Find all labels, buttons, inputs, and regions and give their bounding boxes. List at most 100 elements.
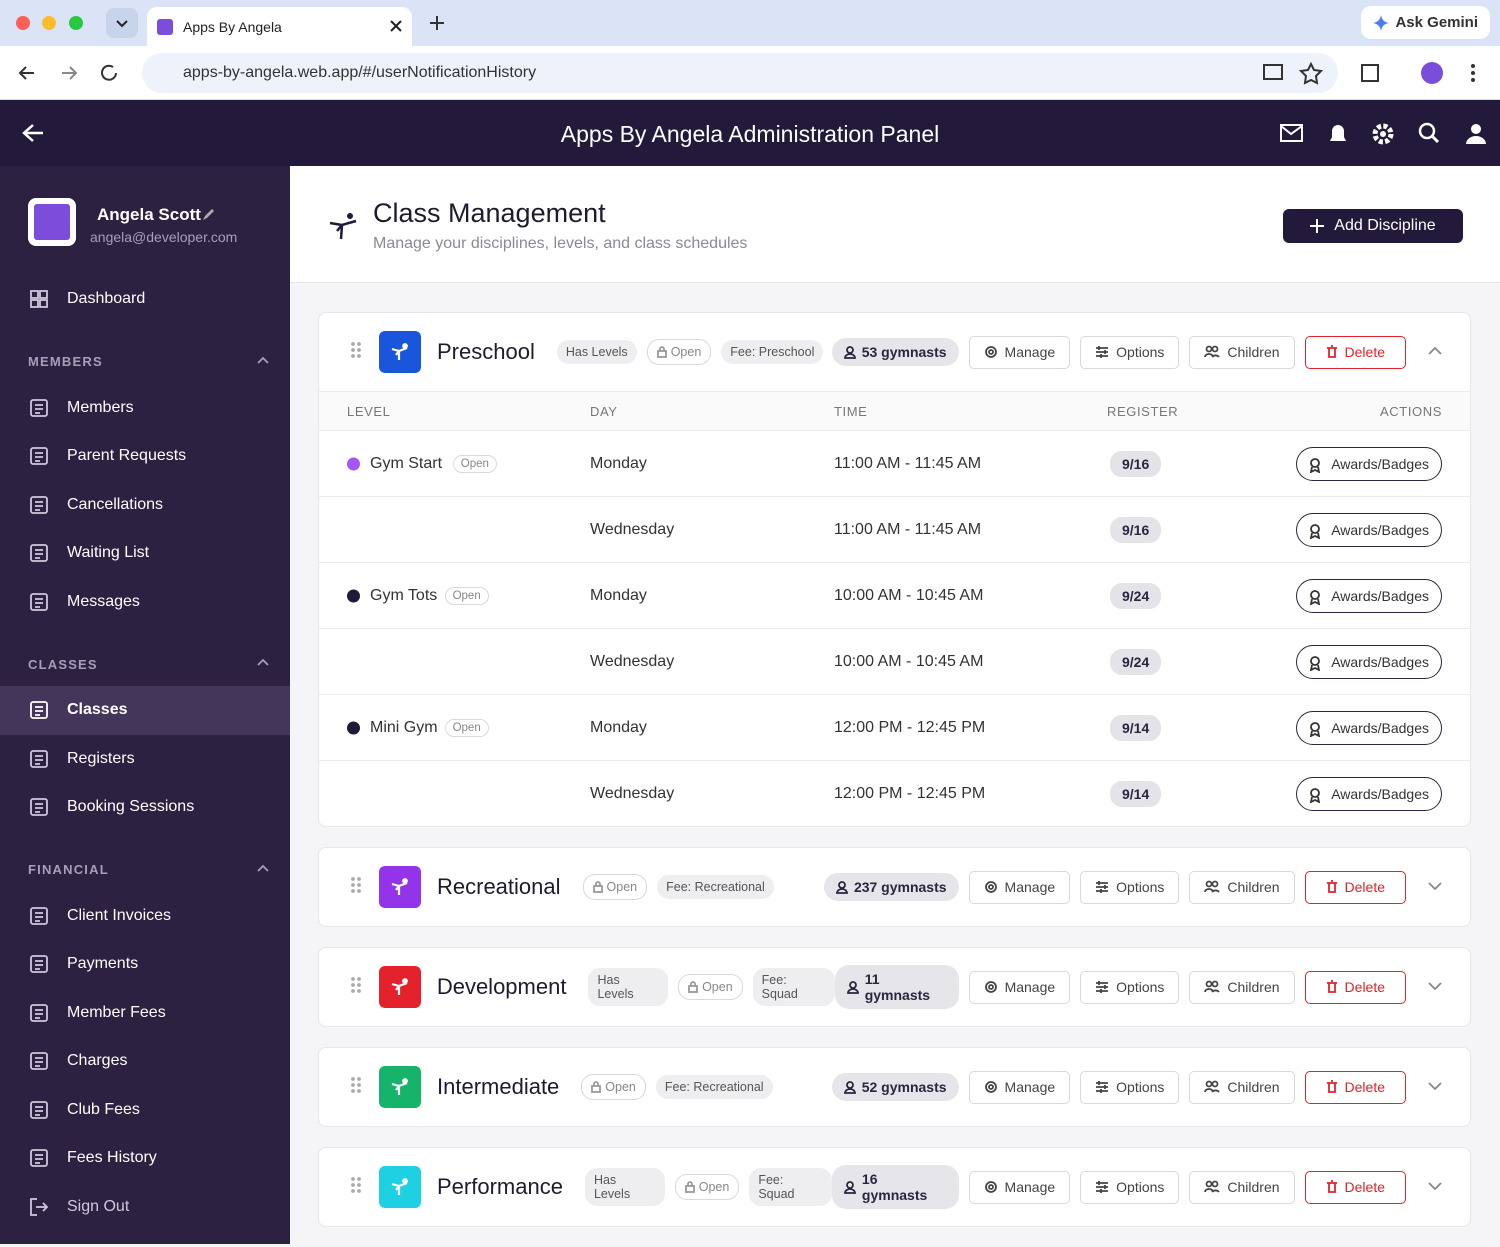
add-discipline-button[interactable]: Add Discipline bbox=[1283, 209, 1463, 243]
nav-item[interactable]: Club Fees bbox=[0, 1086, 290, 1135]
expand-toggle[interactable] bbox=[1428, 343, 1442, 361]
nav-section-header[interactable]: FINANCIAL bbox=[0, 848, 290, 892]
delete-button[interactable]: Delete bbox=[1304, 970, 1407, 1004]
nav-list: Dashboard MEMBERS Members Parent Requests Ca… bbox=[0, 275, 290, 1216]
page-icon bbox=[329, 213, 357, 240]
nav-item[interactable]: Members bbox=[0, 384, 290, 433]
manage-button[interactable]: Manage bbox=[968, 1070, 1071, 1104]
nav-item[interactable]: Messages bbox=[0, 578, 290, 627]
edit-icon[interactable] bbox=[202, 208, 215, 221]
children-icon bbox=[1204, 345, 1221, 358]
schedule-row: Wednesday 11:00 AM - 11:45 AM 9/16 Awards/B… bbox=[319, 496, 1470, 562]
nav-section-header[interactable]: CLASSES bbox=[0, 642, 290, 686]
manage-button[interactable]: Manage bbox=[968, 335, 1071, 369]
nav-section-header[interactable]: MEMBERS bbox=[0, 340, 290, 384]
options-button[interactable]: Options bbox=[1080, 970, 1180, 1004]
nav-item-text: Payments bbox=[67, 955, 139, 973]
children-button[interactable]: Children bbox=[1189, 870, 1295, 904]
gymnast-count-text: 52 gymnasts bbox=[861, 1079, 947, 1095]
schedule-row: Wednesday 12:00 PM - 12:45 PM 9/14 Awards/B… bbox=[319, 760, 1470, 826]
gear-icon bbox=[984, 1081, 997, 1093]
children-button[interactable]: Children bbox=[1189, 1170, 1295, 1204]
url-field[interactable]: apps-by-angela.web.app/#/userNotificatio… bbox=[142, 53, 1338, 93]
discipline-icon-box bbox=[379, 331, 421, 373]
drag-handle[interactable] bbox=[351, 976, 361, 998]
delete-button[interactable]: Delete bbox=[1304, 870, 1406, 904]
children-icon bbox=[1204, 880, 1221, 893]
awards-button[interactable]: Awards/Badges bbox=[1296, 512, 1442, 547]
minimize-window[interactable] bbox=[42, 16, 56, 30]
profile: Angela Scott angela@developer.com bbox=[0, 166, 290, 275]
nav-item[interactable]: Cancellations bbox=[0, 481, 290, 530]
nav-item[interactable]: Classes bbox=[0, 686, 290, 735]
manage-button[interactable]: Manage bbox=[968, 970, 1071, 1004]
expand-toggle[interactable] bbox=[1428, 878, 1442, 896]
sign-out[interactable]: Sign Out bbox=[0, 1183, 290, 1232]
awards-button[interactable]: Awards/Badges bbox=[1296, 644, 1442, 679]
nav-item[interactable]: Registers bbox=[0, 735, 290, 784]
drag-handle[interactable] bbox=[351, 1076, 361, 1098]
options-button-text: Options bbox=[1116, 979, 1165, 995]
awards-button[interactable]: Awards/Badges bbox=[1296, 578, 1442, 613]
expand-toggle[interactable] bbox=[1428, 1078, 1442, 1096]
new-tab[interactable] bbox=[430, 16, 444, 30]
maximize-window[interactable] bbox=[69, 16, 83, 30]
add-discipline-label: Add Discipline bbox=[1334, 217, 1436, 234]
manage-button[interactable]: Manage bbox=[968, 1170, 1071, 1204]
options-button[interactable]: Options bbox=[1080, 1170, 1180, 1204]
delete-button[interactable]: Delete bbox=[1304, 335, 1406, 369]
ask-gemini[interactable]: Ask Gemini bbox=[1361, 6, 1490, 39]
expand-toggle[interactable] bbox=[1428, 978, 1442, 996]
close-window[interactable] bbox=[16, 16, 30, 30]
lock-icon bbox=[592, 881, 603, 893]
award-icon bbox=[1310, 787, 1321, 803]
awards-button[interactable]: Awards/Badges bbox=[1296, 446, 1442, 481]
children-button[interactable]: Children bbox=[1189, 335, 1295, 369]
awards-button[interactable]: Awards/Badges bbox=[1296, 710, 1442, 745]
delete-button[interactable]: Delete bbox=[1304, 1170, 1406, 1204]
options-icon bbox=[1096, 1181, 1109, 1193]
options-button[interactable]: Options bbox=[1080, 335, 1180, 369]
lock-icon bbox=[591, 1081, 602, 1093]
awards-button[interactable]: Awards/Badges bbox=[1296, 776, 1442, 811]
nav-item[interactable]: Charges bbox=[0, 1037, 290, 1086]
nav-item[interactable]: Parent Requests bbox=[0, 432, 290, 481]
discipline-name: Preschool bbox=[437, 339, 535, 364]
nav-item[interactable]: Waiting List bbox=[0, 529, 290, 578]
delete-button[interactable]: Delete bbox=[1304, 1070, 1406, 1104]
children-button[interactable]: Children bbox=[1189, 970, 1295, 1004]
browser-actions[interactable] bbox=[1262, 61, 1487, 85]
person-icon bbox=[847, 980, 859, 994]
drag-handle[interactable] bbox=[351, 341, 361, 363]
nav-item[interactable]: Fees History bbox=[0, 1134, 290, 1183]
day: Monday bbox=[590, 718, 647, 736]
nav-icon bbox=[30, 592, 48, 611]
nav-item[interactable]: Client Invoices bbox=[0, 892, 290, 941]
nav-item[interactable]: Booking Sessions bbox=[0, 783, 290, 832]
children-button[interactable]: Children bbox=[1189, 1070, 1295, 1104]
expand-toggle[interactable] bbox=[1428, 1178, 1442, 1196]
options-button-text: Options bbox=[1116, 879, 1165, 895]
discipline-icon bbox=[391, 878, 408, 895]
manage-button[interactable]: Manage bbox=[968, 870, 1071, 904]
collapse-icon bbox=[257, 356, 269, 364]
tab-close[interactable] bbox=[390, 20, 402, 32]
tab-list-button[interactable] bbox=[106, 8, 138, 38]
drag-handle[interactable] bbox=[351, 1176, 361, 1198]
options-button[interactable]: Options bbox=[1080, 870, 1180, 904]
back-button[interactable] bbox=[22, 123, 44, 143]
day: Wednesday bbox=[590, 520, 675, 538]
nav-buttons[interactable] bbox=[18, 64, 118, 82]
time: 12:00 PM - 12:45 PM bbox=[834, 718, 986, 736]
trash-icon bbox=[1326, 980, 1337, 993]
nav-item[interactable]: Member Fees bbox=[0, 989, 290, 1038]
drag-handle[interactable] bbox=[351, 876, 361, 898]
nav-icon bbox=[30, 749, 48, 768]
options-button[interactable]: Options bbox=[1080, 1070, 1180, 1104]
header-icons[interactable] bbox=[1280, 121, 1490, 147]
nav-item[interactable]: Payments bbox=[0, 940, 290, 989]
discipline-icon-box bbox=[379, 866, 421, 908]
nav-item-text: Charges bbox=[67, 1052, 128, 1070]
nav-item[interactable]: Dashboard bbox=[0, 275, 290, 324]
browser-tab[interactable]: Apps By Angela bbox=[147, 7, 412, 46]
